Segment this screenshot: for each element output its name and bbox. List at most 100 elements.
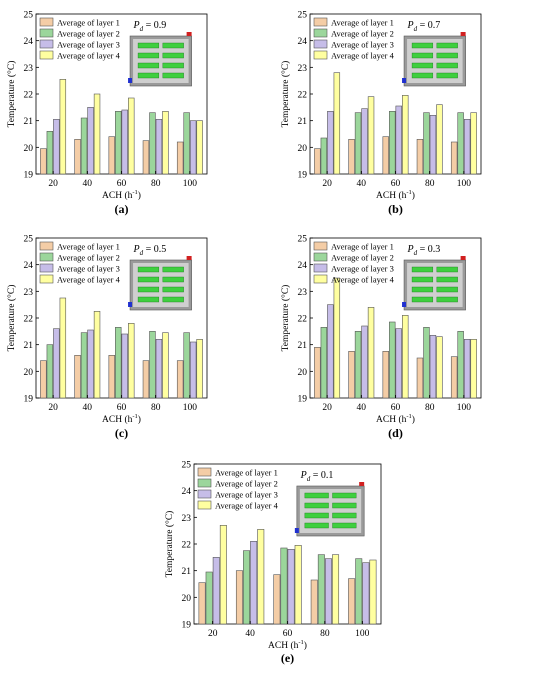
y-tick-label: 21	[24, 341, 34, 351]
bar-layer3	[121, 333, 128, 399]
legend-label-1: Average of layer 1	[57, 242, 120, 252]
legend-label-1: Average of layer 1	[215, 468, 278, 478]
legend-label-2: Average of layer 2	[57, 253, 120, 263]
bar-layer4	[93, 93, 101, 175]
inlet-marker	[402, 78, 407, 83]
bar-layer4	[402, 95, 409, 175]
rack-shelf	[436, 42, 458, 49]
panel-caption: (b)	[388, 202, 403, 216]
chart-panel-5: 19 20 21 22 23 24 25 Temperature (°C) 20 40 60 80 10…	[164, 461, 382, 665]
bar-layer2	[115, 327, 122, 399]
rack-shelf	[332, 502, 357, 509]
bar-layer4	[470, 339, 477, 399]
rack-schematic-inset	[128, 32, 192, 87]
y-tick-label: 22	[182, 541, 192, 551]
bar-layer3	[87, 107, 94, 175]
rack-shelf	[411, 42, 434, 49]
bar-layer1	[382, 351, 389, 399]
bar-layer1	[416, 357, 424, 399]
y-tick-label: 23	[24, 64, 34, 74]
legend-swatch-4	[313, 274, 328, 284]
pd-annotation: Pd = 0.9	[132, 20, 166, 33]
bar-layer2	[149, 112, 156, 175]
bar-layer4	[128, 323, 135, 399]
x-axis-label: ACH (h-1)	[376, 413, 415, 425]
bar-layer2	[46, 131, 54, 175]
bar-layer1	[142, 140, 150, 175]
y-tick-label: 22	[298, 91, 308, 101]
bar-layer1	[314, 347, 321, 399]
bar-layer4	[332, 554, 340, 625]
outlet-marker	[186, 32, 192, 36]
y-tick-label: 23	[298, 64, 308, 74]
legend-label-4: Average of layer 4	[215, 501, 279, 511]
bar-layer2	[320, 327, 328, 399]
x-tick-label: 100	[183, 179, 198, 189]
bar-layer3	[189, 341, 197, 399]
x-axis-label: ACH (h-1)	[102, 413, 141, 425]
bar-layer3	[361, 325, 368, 399]
bar-layer4	[470, 112, 477, 175]
x-tick-label: 20	[322, 179, 332, 189]
y-tick-label: 24	[182, 487, 192, 497]
x-tick-label: 60	[117, 403, 127, 413]
bar-layer1	[176, 141, 184, 175]
x-tick-label: 60	[117, 179, 127, 189]
bar-layer4	[59, 297, 67, 399]
bar-layer4	[93, 311, 101, 399]
x-axis-label: ACH (h-1)	[102, 189, 141, 201]
panel-caption: (e)	[281, 651, 294, 665]
bar-layer1	[382, 136, 389, 175]
y-tick-label: 25	[298, 11, 308, 21]
bar-layer1	[108, 136, 115, 175]
bar-layer2	[80, 332, 88, 399]
bar-layer2	[423, 112, 430, 175]
x-tick-label: 80	[425, 403, 435, 413]
bar-layer4	[367, 96, 375, 175]
bar-layer1	[348, 351, 355, 399]
bar-layer1	[348, 139, 355, 175]
bar-layer1	[235, 570, 243, 625]
chart-panel-4: 19 20 21 22 23 24 25 Temperature (°C) 20 40 60 80 10…	[280, 235, 482, 440]
rack-schematic-inset	[402, 256, 466, 311]
y-tick-label: 19	[24, 395, 34, 405]
bar-layer1	[416, 139, 424, 175]
x-tick-label: 100	[457, 179, 472, 189]
bar-layer3	[155, 339, 163, 399]
legend-swatch-4	[39, 274, 54, 284]
outlet-marker	[460, 256, 466, 260]
bar-layer2	[320, 137, 328, 175]
rack-shelf	[304, 522, 329, 529]
rack-shelf	[436, 266, 458, 273]
legend-swatch-4	[39, 50, 54, 60]
legend-label-1: Average of layer 1	[331, 242, 394, 252]
rack-shelf	[162, 296, 184, 303]
y-tick-label: 22	[24, 91, 34, 101]
bar-layer2	[280, 547, 288, 625]
legend-swatch-2	[39, 28, 54, 38]
bar-layer2	[115, 111, 122, 175]
legend-label-2: Average of layer 2	[331, 253, 394, 263]
x-tick-label: 80	[151, 179, 161, 189]
bar-layer2	[457, 331, 464, 399]
bar-layer3	[287, 549, 295, 625]
inlet-marker	[128, 78, 133, 83]
bar-layer2	[80, 117, 88, 175]
rack-shelf	[137, 266, 160, 273]
bar-layer1	[198, 582, 206, 625]
x-tick-label: 80	[320, 629, 330, 639]
legend-label-4: Average of layer 4	[57, 51, 121, 61]
rack-shelf	[137, 286, 160, 293]
rack-shelf	[162, 286, 184, 293]
rack-shelf	[137, 42, 160, 49]
x-tick-label: 20	[48, 403, 58, 413]
bar-layer1	[176, 360, 184, 399]
x-tick-label: 40	[245, 629, 255, 639]
bar-layer4	[436, 104, 443, 175]
legend-swatch-3	[39, 39, 54, 49]
bar-layer3	[212, 557, 220, 625]
bar-layer2	[389, 321, 396, 399]
rack-shelf	[436, 62, 458, 69]
legend-swatch-4	[197, 500, 212, 510]
